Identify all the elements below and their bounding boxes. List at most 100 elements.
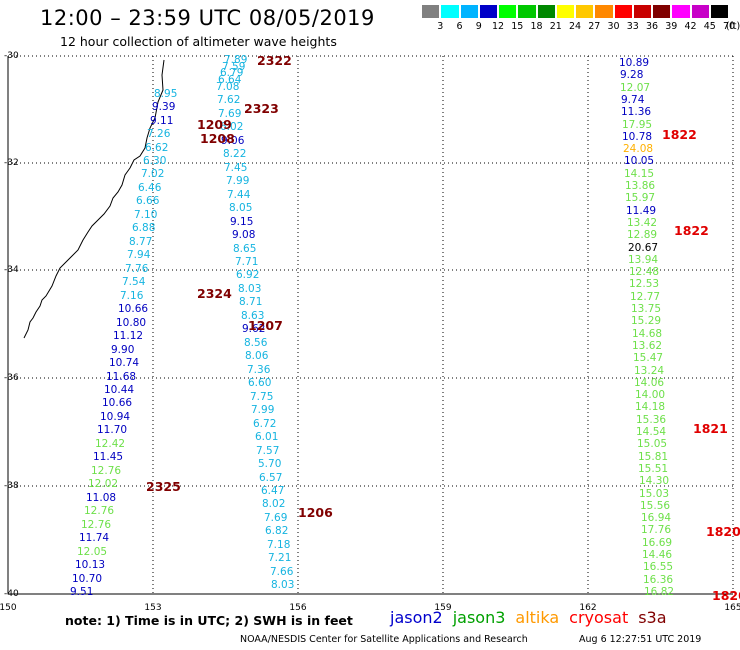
longitude-label: 153 <box>144 603 162 613</box>
wave-height-value: 8.95 <box>154 88 178 100</box>
map-grid <box>7 55 734 595</box>
wave-height-value: 7.16 <box>120 290 144 302</box>
wave-height-value: 7.76 <box>125 263 149 275</box>
wave-height-value: 6.62 <box>145 142 169 154</box>
map-subtitle: 12 hour collection of altimeter wave hei… <box>60 34 337 49</box>
wave-height-value: 10.78 <box>622 131 653 143</box>
legend-swatch <box>536 4 556 19</box>
track-time-label: 1208 <box>200 131 235 146</box>
wave-height-value: 7.45 <box>224 162 248 174</box>
map-title: 12:00 – 23:59 UTC 08/05/2019 <box>40 6 375 30</box>
wave-height-value: 10.70 <box>72 573 103 585</box>
wave-height-value: 6.66 <box>136 195 160 207</box>
wave-height-value: 14.30 <box>639 475 670 487</box>
legend-label: 18 <box>530 21 543 32</box>
wave-height-value: 14.18 <box>635 401 666 413</box>
wave-height-value: 6.79 <box>220 67 244 79</box>
wave-height-value: 7.57 <box>256 445 280 457</box>
wave-height-value: 14.06 <box>634 377 665 389</box>
wave-height-value: 6.30 <box>143 155 167 167</box>
wave-height-value: 8.71 <box>239 296 263 308</box>
coastline <box>23 59 165 339</box>
legend-swatch <box>575 4 595 19</box>
wave-height-value: 9.39 <box>152 101 176 113</box>
legend-swatches <box>421 4 729 19</box>
wave-height-value: 7.21 <box>268 552 292 564</box>
wave-height-value: 10.94 <box>100 411 131 423</box>
satellite-s3a: s3a <box>638 608 667 627</box>
wave-height-value: 8.05 <box>229 202 253 214</box>
wave-height-value: 15.97 <box>625 192 656 204</box>
track-time-label: 1821 <box>693 421 728 436</box>
wave-height-value: 6.64 <box>218 74 242 86</box>
legend-swatch <box>652 4 672 19</box>
legend-swatch <box>690 4 710 19</box>
legend-label: 45 <box>703 21 716 32</box>
satellite-cryosat: cryosat <box>569 608 629 627</box>
track-time-label: 2322 <box>257 53 292 68</box>
wave-height-value: 13.86 <box>625 180 656 192</box>
wave-height-value: 13.62 <box>632 340 663 352</box>
wave-height-value: 12.76 <box>91 465 122 477</box>
wave-height-value: 11.36 <box>621 106 652 118</box>
wave-height-value: 8.63 <box>241 310 265 322</box>
wave-height-value: 7.44 <box>227 189 251 201</box>
wave-height-value: 6.01 <box>255 431 279 443</box>
legend-swatch <box>594 4 614 19</box>
legend-label: 21 <box>549 21 562 32</box>
wave-height-value: 10.74 <box>109 357 140 369</box>
wave-height-value: 8.65 <box>233 243 257 255</box>
legend-label: 3 <box>437 21 444 32</box>
latitude-label: -32 <box>4 158 19 168</box>
track-time-label: 1822 <box>674 223 709 238</box>
wave-height-value: 13.24 <box>634 365 665 377</box>
legend-swatch <box>613 4 633 19</box>
wave-height-value: 6.47 <box>261 485 285 497</box>
wave-height-value: 9.08 <box>232 229 256 241</box>
wave-height-value: 6.60 <box>248 377 272 389</box>
wave-height-value: 8.56 <box>244 337 268 349</box>
wave-height-value: 10.66 <box>102 397 133 409</box>
legend-label: 39 <box>665 21 678 32</box>
wave-height-value: 7.99 <box>251 404 275 416</box>
wave-height-value: 10.80 <box>116 317 147 329</box>
legend-swatch <box>632 4 652 19</box>
wave-height-value: 7.08 <box>216 81 240 93</box>
latitude-label: -30 <box>4 51 19 61</box>
wave-height-value: 15.47 <box>633 352 664 364</box>
wave-height-value: 12.42 <box>95 438 126 450</box>
wave-height-value: 7.69 <box>264 512 288 524</box>
wave-height-value: 12.89 <box>627 229 658 241</box>
wave-height-value: 10.89 <box>619 57 650 69</box>
legend-swatch <box>709 4 729 19</box>
wave-height-value: 11.45 <box>93 451 124 463</box>
wave-height-value: 5.70 <box>258 458 282 470</box>
legend-label: 27 <box>588 21 601 32</box>
longitude-label: 159 <box>434 603 452 613</box>
timestamp-line: Aug 6 12:27:51 UTC 2019 <box>579 634 702 645</box>
legend-label: 6 <box>456 21 463 32</box>
wave-height-value: 8.22 <box>223 148 247 160</box>
wave-height-value: 12.53 <box>629 278 660 290</box>
legend-label: 9 <box>475 21 482 32</box>
legend-labels: 3 6 9 12 15 18 21 24 27 30 33 36 39 42 45 70 (ft) <box>421 19 740 33</box>
wave-height-value: 7.99 <box>226 175 250 187</box>
wave-height-value: 12.76 <box>84 505 115 517</box>
legend-swatch <box>517 4 537 19</box>
wave-height-value: 7.66 <box>270 566 294 578</box>
wave-height-value: 10.66 <box>118 303 149 315</box>
wave-height-value: 20.67 <box>628 242 659 254</box>
wave-height-value: 16.69 <box>642 537 673 549</box>
wave-height-value: 24.08 <box>623 143 654 155</box>
legend-label: 70 <box>722 21 736 32</box>
longitude-label: 156 <box>289 603 307 613</box>
wave-height-value: 7.36 <box>247 364 271 376</box>
wave-height-value: 8.03 <box>238 283 262 295</box>
wave-height-value: 9.51 <box>70 586 94 598</box>
wave-height-value: 9.74 <box>621 94 645 106</box>
wave-height-value: 12.48 <box>629 266 660 278</box>
wave-height-value: 14.00 <box>635 389 666 401</box>
wave-height-value: 8.77 <box>129 236 153 248</box>
legend-swatch <box>421 4 441 19</box>
